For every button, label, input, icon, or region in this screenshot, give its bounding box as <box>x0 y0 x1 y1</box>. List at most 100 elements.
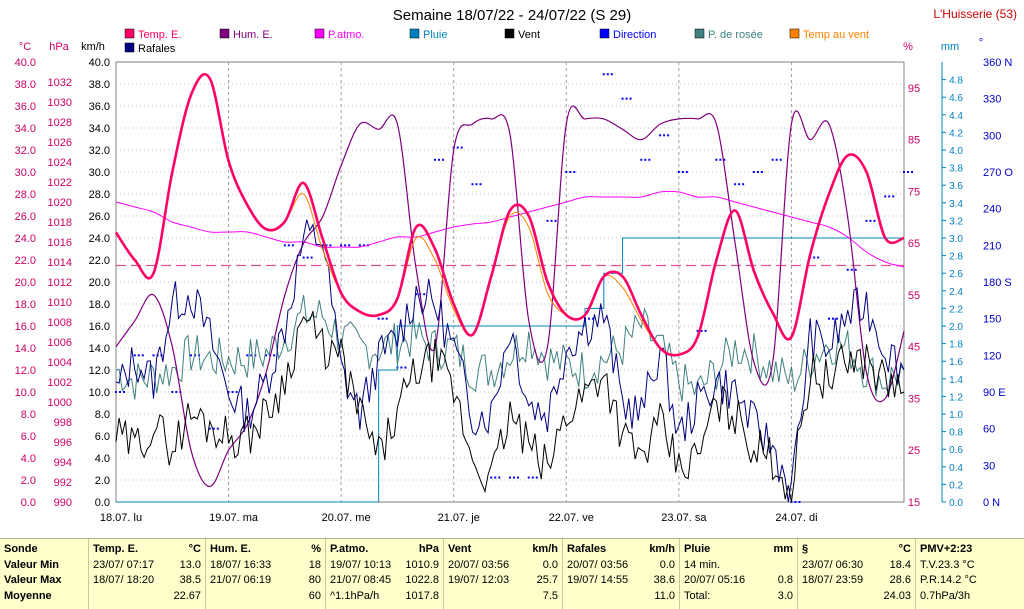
direction-point <box>911 171 913 173</box>
legend-swatch <box>504 28 515 39</box>
direction-point <box>246 354 249 357</box>
direction-point <box>640 158 643 161</box>
rain-series <box>116 237 904 503</box>
plot-area <box>115 61 905 503</box>
legend-swatch <box>789 28 800 39</box>
direction-point <box>423 293 426 296</box>
temp-tick-label: 34.0 <box>15 123 36 135</box>
legend-swatch <box>694 28 705 39</box>
pressure-tick-label: 992 <box>54 477 72 489</box>
day-label: 21.07. je <box>438 512 480 524</box>
direction-point <box>475 183 478 186</box>
stats-header: § °C <box>802 542 911 558</box>
direction-point <box>588 317 591 320</box>
stats-value: 28.6 <box>889 574 911 586</box>
stats-label: T.V.23.3 °C <box>920 558 975 571</box>
stats-label: Total: <box>684 589 711 602</box>
rain-tick-label: 1.6 <box>949 357 963 368</box>
stats-value: 1022.8 <box>405 574 439 586</box>
wind-tick-label: 40.0 <box>89 57 110 69</box>
pressure-series <box>115 190 905 268</box>
stats-row: P.R.14.2 °C <box>920 573 1020 589</box>
direction-tick-label: 30 <box>983 460 995 472</box>
direction-point <box>509 476 511 479</box>
humidity-tick-label: 55 <box>908 290 920 302</box>
stats-value: 80 <box>308 574 321 586</box>
direction-point <box>550 219 553 222</box>
stats-value: 0.0 <box>542 558 558 571</box>
stats-header-unit: km/h <box>649 543 675 555</box>
wind-axis-unit: km/h <box>81 41 105 53</box>
rain-tick-label: 4.0 <box>949 146 963 157</box>
pressure-tick-label: 1004 <box>48 357 72 369</box>
stats-header-title: § <box>802 543 809 555</box>
stats-value: 1010.9 <box>405 558 439 571</box>
temp-tick-label: 40.0 <box>15 57 36 69</box>
direction-tick-label: 150 <box>983 314 1001 326</box>
temp-tick-label: 6.0 <box>21 431 36 443</box>
chart-title: Semaine 18/07/22 - 24/07/22 (S 29) <box>393 7 632 24</box>
direction-point <box>235 391 238 393</box>
temp-tick-label: 20.0 <box>15 277 36 289</box>
direction-point <box>903 171 905 173</box>
humidity-tick-label: 75 <box>908 186 920 198</box>
stats-row: 20/07/ 03:56 0.0 <box>448 558 558 574</box>
pressure-tick-label: 1030 <box>48 97 72 109</box>
direction-point <box>719 158 722 161</box>
direction-point <box>441 158 444 161</box>
humidity-tick-label: 25 <box>908 445 920 457</box>
direction-point <box>362 244 365 247</box>
rain-tick-label: 3.2 <box>949 216 963 227</box>
stats-row: 21/07/ 08:45 1022.8 <box>330 573 439 589</box>
stats-header-unit: °C <box>188 543 201 555</box>
direction-point <box>644 158 647 161</box>
stats-row: Moyenne <box>4 589 84 605</box>
pressure-tick-label: 1028 <box>48 117 72 129</box>
direction-point <box>137 354 140 357</box>
stats-label: P.R.14.2 °C <box>920 574 977 586</box>
stats-header-unit: hPa <box>418 543 439 555</box>
direction-point <box>404 366 407 369</box>
day-label: 24.07. di <box>775 512 817 524</box>
wind-tick-label: 22.0 <box>89 255 110 267</box>
direction-point <box>775 158 778 161</box>
pressure-tick-label: 1026 <box>48 137 72 149</box>
stats-header-title: Sonde <box>4 543 38 555</box>
day-label: 19.07. ma <box>209 512 259 524</box>
gust-series <box>115 219 905 503</box>
legend-swatch <box>409 28 420 39</box>
day-label: 22.07. ve <box>549 512 594 524</box>
stats-value: 24.03 <box>883 589 911 602</box>
stats-row: 60 <box>210 589 321 605</box>
direction-point <box>250 354 253 357</box>
stats-header-unit: °C <box>898 543 911 555</box>
wind-tick-label: 24.0 <box>89 233 110 245</box>
direction-point <box>869 219 872 222</box>
stats-row: 19/07/ 12:03 25.7 <box>448 573 558 589</box>
wind-tick-label: 16.0 <box>89 321 110 333</box>
stats-row: 23/07/ 06:30 18.4 <box>802 558 911 574</box>
stats-label: 20/07/ 03:56 <box>448 558 510 571</box>
direction-point <box>494 476 497 479</box>
rain-tick-label: 1.8 <box>949 340 963 351</box>
direction-point <box>742 183 745 186</box>
stats-label: 23/07/ 07:17 <box>93 558 155 571</box>
stats-row: 18/07/ 16:33 18 <box>210 558 321 574</box>
wind-tick-label: 12.0 <box>89 365 110 377</box>
rain-tick-label: 3.6 <box>949 181 963 192</box>
direction-point <box>340 244 343 247</box>
pressure-tick-label: 1014 <box>48 257 72 269</box>
direction-tick-label: 300 <box>983 130 1001 142</box>
rain-tick-label: 2.4 <box>949 287 963 298</box>
stats-value: 11.0 <box>654 589 675 602</box>
stats-row: 14 min. <box>684 558 793 574</box>
direction-point <box>291 244 294 247</box>
pressure-tick-label: 1016 <box>48 237 72 249</box>
stats-header: Pluie mm <box>684 542 793 558</box>
stats-label: 14 min. <box>684 558 721 571</box>
legend-label: Rafales <box>138 43 176 55</box>
direction-tick-label: 270 O <box>983 167 1013 179</box>
stats-column: Rafales km/h 20/07/ 03:56 0.0 19/07/ 14:55 38… <box>562 539 679 609</box>
stats-label: 0.7hPa/3h <box>920 589 971 602</box>
stats-value: 38.5 <box>179 574 201 586</box>
